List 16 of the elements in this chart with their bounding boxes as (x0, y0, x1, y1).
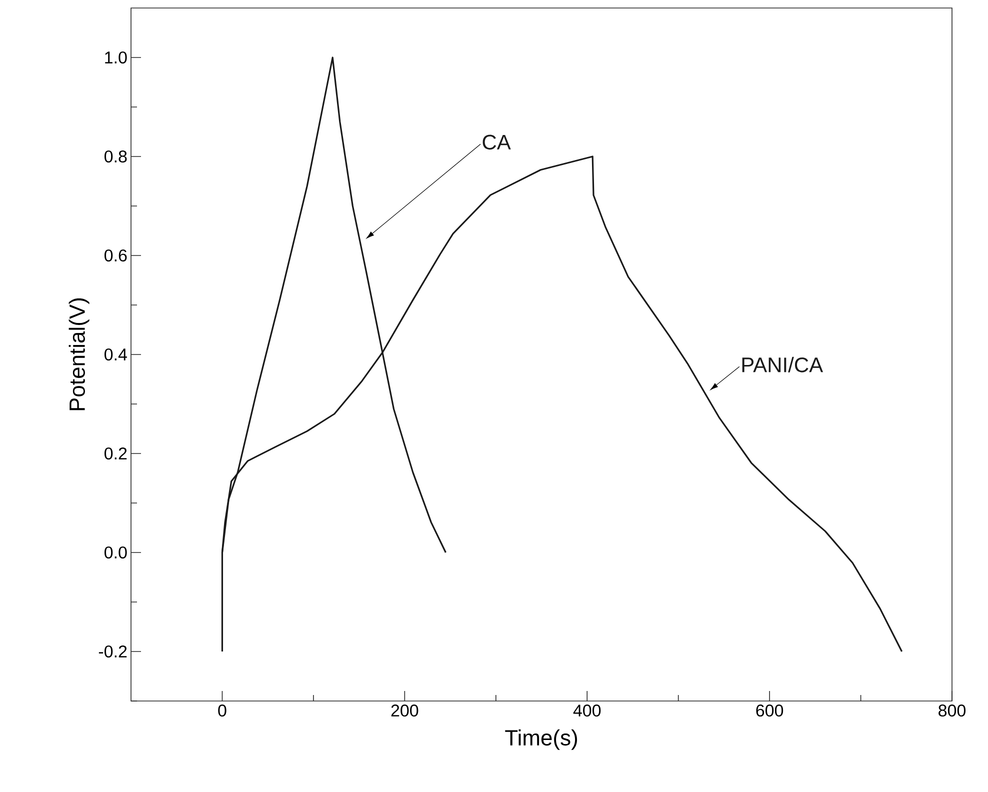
y-tick-label: 0.0 (104, 546, 127, 559)
x-tick-label: 800 (938, 704, 966, 717)
text: CA (482, 134, 511, 150)
y-tick-label: -0.2 (98, 645, 127, 658)
text: PANI/CA (742, 356, 824, 372)
x-tick-label: 600 (756, 704, 784, 717)
y-tick-label: 0.8 (104, 150, 127, 163)
x-tick-label: 400 (573, 704, 601, 717)
y-tick-label: 0.6 (104, 249, 127, 262)
y-tick-label: 0.4 (104, 348, 127, 361)
x-axis-title: Time(s) (505, 729, 577, 750)
y-tick-label: 1.0 (105, 51, 127, 64)
y-axis-title: Potential(V) (68, 298, 90, 410)
x-tick-label: 0 (218, 704, 226, 717)
y-tick-label: 0.2 (104, 447, 127, 460)
x-tick-label: 200 (391, 704, 418, 717)
